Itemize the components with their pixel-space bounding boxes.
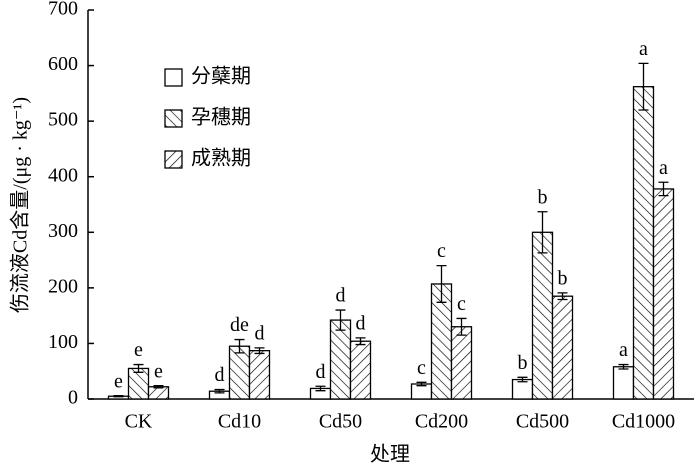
y-tick-label: 500 — [48, 109, 78, 131]
y-tick-label: 300 — [48, 220, 78, 242]
significance-label: d — [316, 361, 326, 383]
y-tick-label: 700 — [48, 0, 78, 20]
error-bar — [638, 62, 649, 111]
legend-label: 分蘖期 — [191, 65, 251, 88]
error-bar — [214, 388, 225, 394]
bar — [329, 319, 352, 400]
x-tick-label: CK — [125, 411, 153, 433]
significance-label: c — [417, 357, 426, 379]
bar — [349, 340, 372, 400]
significance-label: a — [619, 339, 628, 361]
significance-label: e — [154, 360, 163, 382]
error-bar — [416, 381, 427, 387]
error-bar — [537, 211, 548, 254]
x-axis-title: 处理 — [370, 443, 410, 466]
bar — [632, 86, 655, 400]
y-tick-label: 600 — [48, 53, 78, 75]
x-tick-label: Cd1000 — [612, 411, 675, 433]
significance-label: b — [538, 186, 548, 208]
significance-label: a — [639, 38, 648, 60]
y-axis-title: 伤流液Cd含量/(μg · kg⁻¹) — [9, 97, 32, 313]
legend-swatch — [164, 109, 183, 128]
bar — [551, 295, 574, 400]
significance-label: d — [356, 312, 366, 334]
significance-label: b — [558, 267, 568, 289]
error-bar — [557, 292, 568, 301]
error-bar — [658, 181, 669, 197]
bar — [531, 231, 554, 400]
significance-label: a — [659, 157, 668, 179]
error-bar — [315, 385, 326, 392]
error-bar — [153, 385, 164, 389]
x-tick-label: Cd200 — [415, 411, 468, 433]
error-bar — [436, 264, 447, 303]
legend-label: 成熟期 — [191, 147, 251, 170]
significance-label: d — [255, 322, 265, 344]
bar — [612, 366, 635, 400]
bar — [450, 326, 473, 400]
x-tick-label: Cd50 — [319, 411, 362, 433]
error-bar — [618, 363, 629, 370]
bar — [127, 367, 150, 400]
error-bar — [335, 309, 346, 331]
significance-label: b — [518, 352, 528, 374]
bar — [511, 378, 534, 400]
significance-label: c — [437, 240, 446, 262]
significance-label: c — [457, 293, 466, 315]
error-bar — [113, 395, 124, 398]
bar — [652, 188, 675, 400]
significance-label: d — [215, 364, 225, 386]
error-bar — [355, 337, 366, 346]
error-bar — [456, 317, 467, 336]
bar — [228, 345, 251, 400]
error-bar — [254, 347, 265, 355]
y-tick-label: 200 — [48, 275, 78, 297]
y-tick-label: 100 — [48, 331, 78, 353]
x-tick-label: Cd10 — [218, 411, 261, 433]
bar — [248, 350, 271, 400]
significance-label: d — [336, 285, 346, 307]
legend-swatch — [164, 68, 183, 87]
error-bar — [517, 376, 528, 383]
legend-swatch — [164, 150, 183, 169]
error-bar — [133, 363, 144, 373]
bar — [147, 386, 170, 400]
x-tick-label: Cd500 — [516, 411, 569, 433]
significance-label: de — [230, 314, 249, 336]
significance-label: e — [114, 370, 123, 392]
y-tick-label: 0 — [68, 387, 78, 409]
y-tick-label: 400 — [48, 164, 78, 186]
legend-label: 孕穗期 — [191, 106, 251, 129]
error-bar — [234, 338, 245, 354]
significance-label: e — [134, 339, 143, 361]
